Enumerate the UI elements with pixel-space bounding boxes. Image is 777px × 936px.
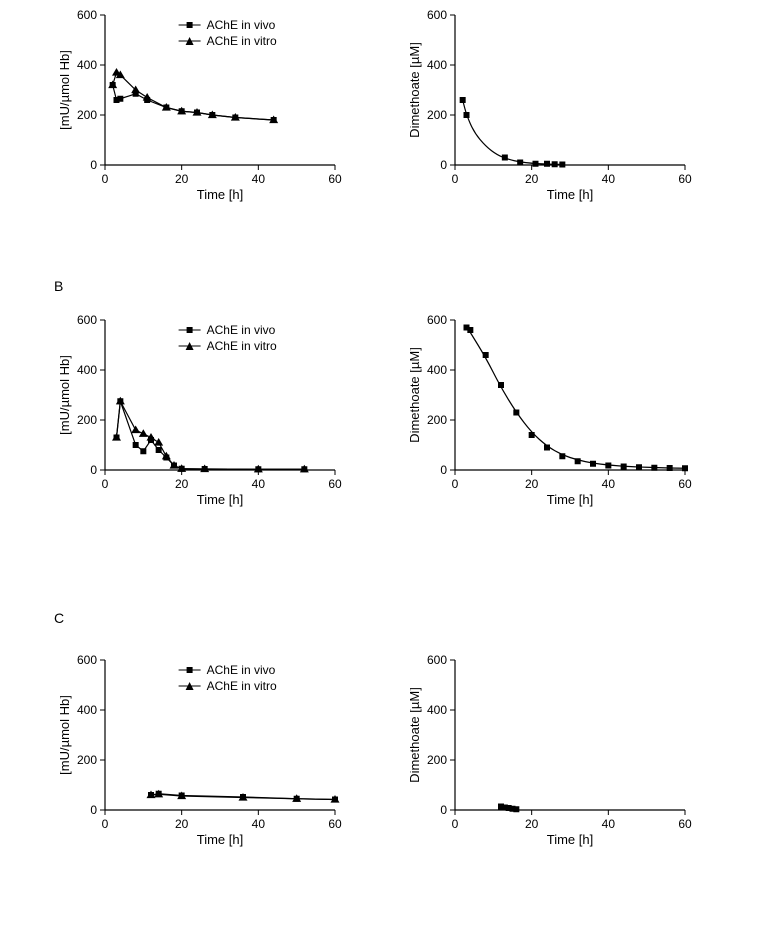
svg-text:60: 60 [328,817,342,831]
svg-text:AChE in vitro: AChE in vitro [207,339,277,353]
svg-text:20: 20 [175,172,189,186]
y-axis-label: Dimethoate [µM] [410,42,422,138]
svg-text:40: 40 [602,172,616,186]
y-axis-label: [mU/µmol Hb] [60,50,72,130]
svg-text:0: 0 [452,817,459,831]
svg-text:0: 0 [440,463,447,477]
legend: AChE in vivo AChE in vitro [179,663,277,693]
svg-text:0: 0 [102,817,109,831]
svg-text:200: 200 [77,413,97,427]
plot-svg: 02040600200400600Time [h][mU/µmol Hb]ACh… [60,5,350,205]
svg-text:200: 200 [427,753,447,767]
svg-text:60: 60 [678,477,692,491]
svg-text:60: 60 [328,477,342,491]
svg-text:200: 200 [77,753,97,767]
svg-text:400: 400 [427,58,447,72]
svg-text:40: 40 [252,817,266,831]
svg-text:20: 20 [525,817,539,831]
chart-b-left: 02040600200400600Time [h][mU/µmol Hb]ACh… [60,310,350,510]
svg-text:AChE in vivo: AChE in vivo [207,323,276,337]
x-axis-label: Time [h] [197,832,243,847]
x-axis-label: Time [h] [197,187,243,202]
plot-svg: 02040600200400600Time [h]Dimethoate [µM] [410,5,700,205]
svg-text:AChE in vitro: AChE in vitro [207,34,277,48]
svg-text:40: 40 [602,817,616,831]
plot-svg: 02040600200400600Time [h][mU/µmol Hb]ACh… [60,310,350,510]
svg-text:0: 0 [452,172,459,186]
svg-text:40: 40 [252,172,266,186]
chart-c-left: 02040600200400600Time [h][mU/µmol Hb]ACh… [60,650,350,850]
svg-text:AChE in vitro: AChE in vitro [207,679,277,693]
svg-text:20: 20 [525,477,539,491]
chart-c-right: 02040600200400600Time [h]Dimethoate [µM] [410,650,700,850]
svg-text:0: 0 [440,158,447,172]
svg-text:600: 600 [427,8,447,22]
svg-text:60: 60 [678,817,692,831]
svg-text:0: 0 [452,477,459,491]
svg-text:600: 600 [77,653,97,667]
svg-text:400: 400 [427,363,447,377]
y-axis-label: Dimethoate [µM] [410,687,422,783]
svg-text:20: 20 [175,477,189,491]
x-axis-label: Time [h] [547,492,593,507]
svg-text:600: 600 [427,313,447,327]
svg-text:AChE in vivo: AChE in vivo [207,18,276,32]
plot-svg: 02040600200400600Time [h][mU/µmol Hb]ACh… [60,650,350,850]
svg-text:0: 0 [90,803,97,817]
svg-text:600: 600 [77,313,97,327]
svg-text:20: 20 [175,817,189,831]
y-axis-label: Dimethoate [µM] [410,347,422,443]
svg-text:40: 40 [602,477,616,491]
x-axis-label: Time [h] [197,492,243,507]
panel-label-b: B [54,278,63,294]
y-axis-label: [mU/µmol Hb] [60,355,72,435]
svg-text:400: 400 [77,703,97,717]
x-axis-label: Time [h] [547,832,593,847]
svg-text:400: 400 [77,58,97,72]
x-axis-label: Time [h] [547,187,593,202]
svg-text:0: 0 [102,172,109,186]
svg-text:0: 0 [440,803,447,817]
svg-text:600: 600 [427,653,447,667]
svg-text:200: 200 [77,108,97,122]
chart-a-left: 02040600200400600Time [h][mU/µmol Hb]ACh… [60,5,350,205]
svg-text:0: 0 [102,477,109,491]
plot-svg: 02040600200400600Time [h]Dimethoate [µM] [410,310,700,510]
svg-text:0: 0 [90,463,97,477]
svg-text:40: 40 [252,477,266,491]
svg-text:200: 200 [427,108,447,122]
svg-text:0: 0 [90,158,97,172]
panel-label-c: C [54,610,64,626]
svg-text:400: 400 [427,703,447,717]
svg-text:200: 200 [427,413,447,427]
svg-text:AChE in vivo: AChE in vivo [207,663,276,677]
svg-text:60: 60 [678,172,692,186]
legend: AChE in vivo AChE in vitro [179,323,277,353]
chart-b-right: 02040600200400600Time [h]Dimethoate [µM] [410,310,700,510]
legend: AChE in vivo AChE in vitro [179,18,277,48]
chart-a-right: 02040600200400600Time [h]Dimethoate [µM] [410,5,700,205]
svg-text:400: 400 [77,363,97,377]
plot-svg: 02040600200400600Time [h]Dimethoate [µM] [410,650,700,850]
svg-text:60: 60 [328,172,342,186]
svg-text:20: 20 [525,172,539,186]
y-axis-label: [mU/µmol Hb] [60,695,72,775]
svg-text:600: 600 [77,8,97,22]
